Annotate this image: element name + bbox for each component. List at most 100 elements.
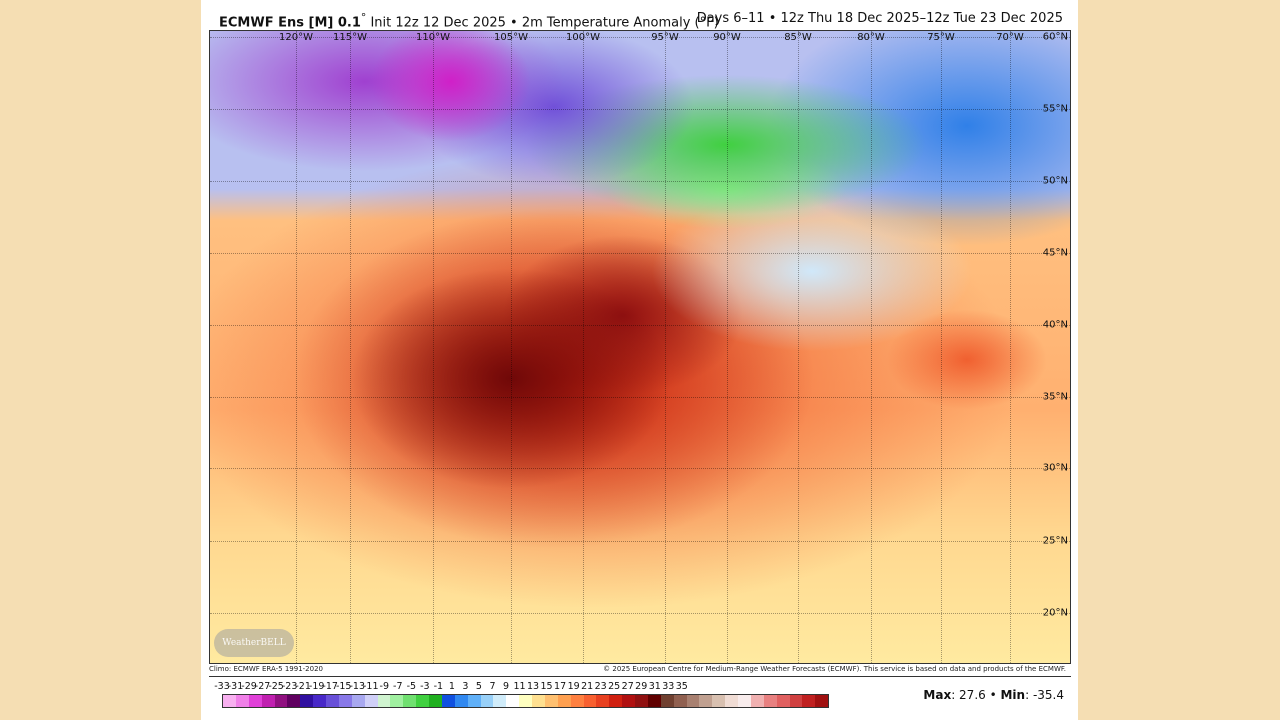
colorbar-tick-label: -19 [308, 681, 325, 692]
colorbar-tick-label: -3 [420, 681, 430, 692]
latitude-label: 25°N [1042, 535, 1068, 547]
colorbar-tick-label: 19 [567, 681, 580, 692]
colorbar-tick-label: 1 [448, 681, 455, 692]
meridian-line [350, 31, 351, 663]
colorbar-swatch [673, 695, 687, 707]
colorbar-swatch [815, 695, 829, 707]
colorbar-swatch [557, 695, 571, 707]
meridian-line [433, 31, 434, 663]
colorbar-swatch [622, 695, 635, 707]
divider [209, 676, 1071, 677]
temperature-anomaly-map: 120°W 115°W 110°W 105°W 100°W 95°W 90°W 85°W 80°… [209, 30, 1071, 664]
parallel-line [210, 109, 1070, 110]
colorbar-swatch [647, 695, 661, 707]
map-title: ECMWF Ens [M] 0.1° Init 12z 12 Dec 2025 … [219, 11, 719, 31]
colorbar-swatch [660, 695, 674, 707]
colorbar-swatch [338, 695, 352, 707]
latitude-label: 60°N [1042, 31, 1068, 43]
colorbar-tick-label: 3 [462, 681, 469, 692]
colorbar-swatch [351, 695, 365, 707]
colorbar-tick-label: -31 [227, 681, 244, 692]
meridian-line [798, 31, 799, 663]
colorbar-swatch [583, 695, 597, 707]
meridian-line [665, 31, 666, 663]
colorbar-tick-label: 27 [621, 681, 634, 692]
colorbar-swatch [699, 695, 713, 707]
colorbar-tick-label: 11 [513, 681, 526, 692]
colorbar-tick-label: 31 [648, 681, 661, 692]
colorbar-tick-label: 21 [581, 681, 594, 692]
colorbar-swatch [326, 695, 339, 707]
latitude-label: 30°N [1042, 462, 1068, 474]
weatherbell-logo: WeatherBELL [214, 629, 294, 657]
colorbar-swatch [544, 695, 558, 707]
colorbar-swatch [300, 695, 314, 707]
colorbar-swatch [532, 695, 545, 707]
forecast-panel: ECMWF Ens [M] 0.1° Init 12z 12 Dec 2025 … [201, 0, 1078, 720]
colorbar-tick-label: 17 [554, 681, 567, 692]
colorbar [222, 694, 829, 708]
max-min-readout: Max: 27.6 • Min: -35.4 [923, 688, 1064, 702]
longitude-label: 115°W [333, 32, 367, 43]
colorbar-swatch [738, 695, 751, 707]
meridian-line [296, 31, 297, 663]
colorbar-tick-label: -7 [393, 681, 403, 692]
parallel-line [210, 468, 1070, 469]
longitude-label: 85°W [784, 32, 812, 43]
colorbar-swatch [313, 695, 326, 707]
colorbar-tick-label: 29 [635, 681, 648, 692]
longitude-label: 90°W [713, 32, 741, 43]
colorbar-swatch [712, 695, 726, 707]
colorbar-swatch [261, 695, 275, 707]
colorbar-swatch [416, 695, 429, 707]
colorbar-tick-label: -25 [268, 681, 284, 692]
parallel-line [210, 613, 1070, 614]
colorbar-swatch [609, 695, 623, 707]
colorbar-swatch [467, 695, 481, 707]
longitude-label: 75°W [927, 32, 955, 43]
colorbar-swatch [596, 695, 610, 707]
colorbar-tick-label: 9 [502, 681, 510, 692]
colorbar-swatch [274, 695, 288, 707]
meridian-line [511, 31, 512, 663]
colorbar-tick-label: 13 [526, 681, 540, 692]
copyright-note: © 2025 European Centre for Medium-Range … [603, 665, 1066, 673]
colorbar-tick-label: -15 [335, 681, 352, 692]
colorbar-swatch [570, 695, 584, 707]
colorbar-tick-label: -21 [295, 681, 311, 692]
colorbar-tick-label: 23 [594, 681, 607, 692]
latitude-label: 45°N [1042, 247, 1068, 259]
colorbar-tick-label: 33 [662, 681, 675, 692]
colorbar-tick-label: -1 [433, 681, 444, 692]
colorbar-tick-label: -29 [241, 681, 257, 692]
colorbar-tick-label: -27 [254, 681, 271, 692]
colorbar-tick-label: -5 [406, 681, 417, 692]
longitude-label: 110°W [416, 32, 450, 43]
parallel-line [210, 397, 1070, 398]
meridian-line [871, 31, 872, 663]
colorbar-tick-label: 7 [489, 681, 496, 692]
latitude-label: 50°N [1042, 175, 1068, 187]
colorbar-swatch [480, 695, 494, 707]
colorbar-tick-label: 15 [540, 681, 553, 692]
colorbar-swatch [403, 695, 417, 707]
parallel-line [210, 37, 1070, 38]
valid-period: Days 6–11 • 12z Thu 18 Dec 2025–12z Tue … [696, 11, 1063, 26]
meridian-line [727, 31, 728, 663]
colorbar-swatch [686, 695, 700, 707]
colorbar-swatch [493, 695, 507, 707]
parallel-line [210, 541, 1070, 542]
colorbar-tick-label: -13 [349, 681, 365, 692]
climatology-note: Climo: ECMWF ERA-5 1991-2020 [209, 665, 323, 673]
colorbar-swatch [454, 695, 468, 707]
colorbar-swatch [725, 695, 738, 707]
colorbar-tick-label: -11 [362, 681, 379, 692]
longitude-label: 95°W [651, 32, 679, 43]
colorbar-swatch [750, 695, 764, 707]
parallel-line [210, 181, 1070, 182]
colorbar-swatch [235, 695, 249, 707]
colorbar-swatch [441, 695, 455, 707]
colorbar-swatch [429, 695, 442, 707]
colorbar-tick-label: -9 [379, 681, 390, 692]
meridian-line [583, 31, 584, 663]
